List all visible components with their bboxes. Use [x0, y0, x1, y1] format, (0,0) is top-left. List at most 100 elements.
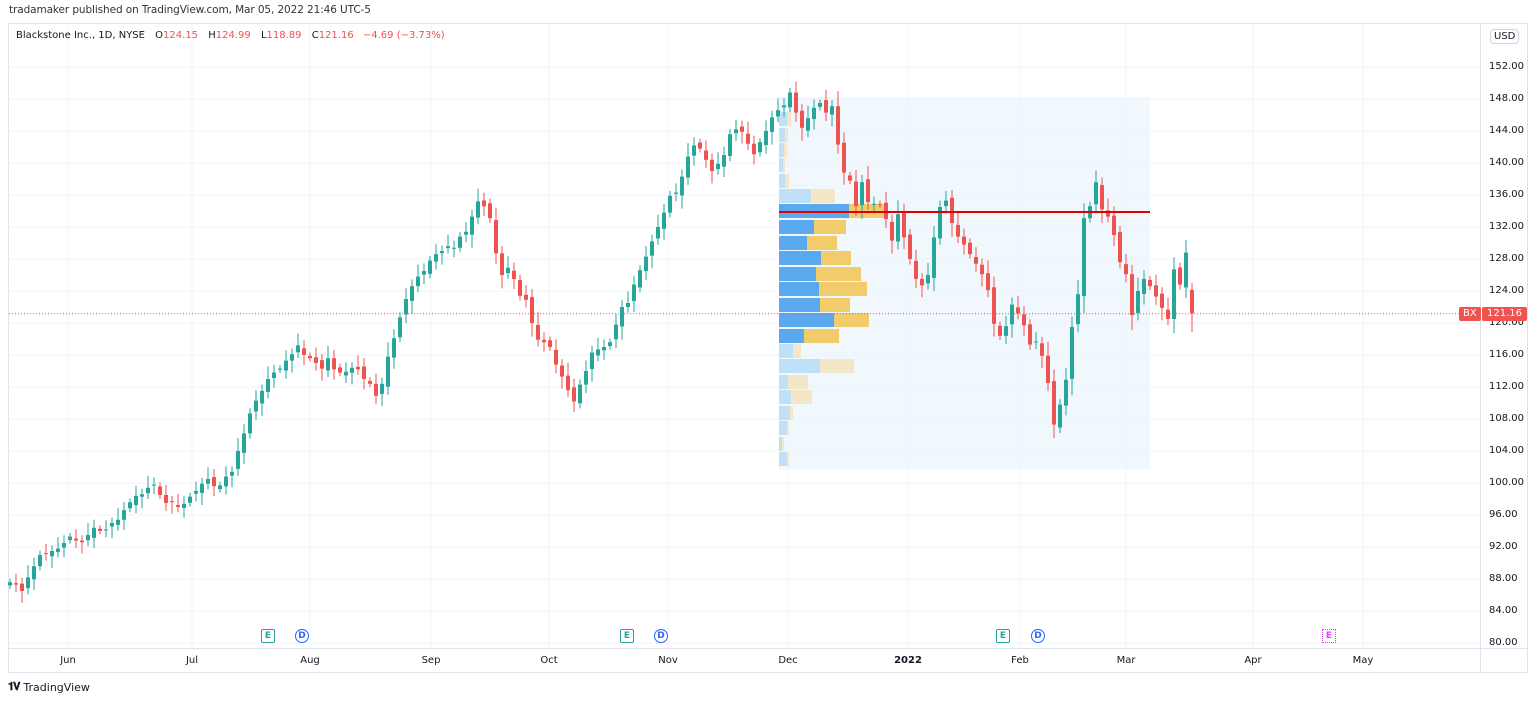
symbol-price-tag: BX	[1459, 307, 1481, 321]
time-tick: Jun	[60, 655, 76, 666]
candle-body	[1046, 355, 1050, 383]
candle-body	[266, 379, 270, 392]
volume-profile-up-bar	[779, 220, 814, 234]
volume-profile-down-bar	[788, 375, 808, 389]
candle-body	[782, 105, 786, 108]
volume-profile-down-bar	[804, 329, 839, 343]
price-tick: 120.00	[1489, 317, 1524, 328]
price-tick: 92.00	[1489, 541, 1518, 552]
currency-button[interactable]: USD	[1490, 29, 1520, 44]
candle-body	[206, 479, 210, 484]
candle-body	[728, 134, 732, 156]
candle-body	[1106, 210, 1110, 217]
candle-body	[584, 371, 588, 385]
candle-body	[932, 237, 936, 278]
candle-body	[824, 100, 828, 113]
candle-body	[410, 286, 414, 301]
candle-body	[116, 519, 120, 525]
tradingview-branding[interactable]: 𝟏𝐕 TradingView	[8, 680, 90, 694]
candle-body	[770, 117, 774, 132]
candle-body	[632, 284, 636, 302]
volume-profile-up-bar	[779, 406, 790, 420]
volume-profile-down-bar	[787, 421, 789, 435]
candle-body	[914, 260, 918, 279]
volume-profile-up-bar	[779, 143, 784, 157]
candle-body	[956, 224, 960, 237]
candle-body	[314, 357, 318, 363]
candle-body	[134, 495, 138, 506]
candle-body	[920, 279, 924, 286]
candle-body	[686, 156, 690, 178]
earnings-marker-icon[interactable]: E	[261, 629, 275, 643]
volume-profile-up-bar	[779, 437, 782, 451]
candle-body	[860, 182, 864, 206]
candle-body	[704, 150, 708, 160]
volume-profile-down-bar	[819, 282, 867, 296]
time-tick: Oct	[540, 655, 558, 666]
low-value: 118.89	[266, 30, 302, 41]
candle-body	[80, 540, 84, 543]
dividend-marker-icon[interactable]: D	[295, 629, 309, 643]
candle-body	[338, 367, 342, 373]
close-value: 121.16	[318, 30, 354, 41]
volume-profile-up-bar	[779, 359, 820, 373]
candle-body	[32, 566, 36, 580]
candle-body	[428, 260, 432, 274]
volume-profile-down-bar	[811, 189, 835, 203]
candle-body	[62, 543, 66, 548]
dividend-marker-icon[interactable]: D	[654, 629, 668, 643]
price-tick: 144.00	[1489, 125, 1524, 136]
time-axis-divider	[9, 648, 1528, 649]
published-caption: tradamaker published on TradingView.com,…	[9, 4, 371, 16]
candle-body	[1022, 314, 1026, 326]
volume-profile-up-bar	[779, 282, 819, 296]
price-tick: 124.00	[1489, 285, 1524, 296]
candle-body	[104, 529, 108, 531]
candle-body	[386, 356, 390, 387]
price-axis-divider	[1480, 24, 1481, 672]
volume-profile-down-bar	[821, 251, 851, 265]
candle-body	[224, 476, 228, 487]
volume-profile-up-bar	[779, 329, 804, 343]
candle-body	[452, 247, 456, 249]
candle-body	[278, 368, 282, 370]
earnings-marker-icon[interactable]: E	[620, 629, 634, 643]
candle-body	[650, 241, 654, 256]
candle-body	[1124, 264, 1128, 275]
time-tick: Mar	[1116, 655, 1136, 666]
candle-body	[794, 92, 798, 113]
candle-body	[536, 324, 540, 340]
candle-body	[830, 106, 834, 115]
price-tick: 132.00	[1489, 221, 1524, 232]
candle-body	[248, 413, 252, 434]
candle-body	[884, 202, 888, 219]
volume-profile-up-bar	[779, 421, 787, 435]
symbol-label[interactable]: Blackstone Inc., 1D, NYSE	[16, 30, 145, 41]
candle-body	[308, 355, 312, 359]
candle-body	[488, 203, 492, 219]
candle-body	[938, 207, 942, 239]
candle-body	[296, 345, 300, 353]
price-tick: 100.00	[1489, 477, 1524, 488]
candle-body	[644, 256, 648, 272]
candle-body	[674, 192, 678, 194]
candle-body	[806, 118, 810, 131]
candle-body	[572, 387, 576, 402]
chart-frame	[8, 23, 1528, 673]
candle-body	[836, 106, 840, 145]
candle-body	[842, 142, 846, 173]
candle-body	[374, 383, 378, 396]
candle-body	[614, 324, 618, 340]
candle-body	[476, 201, 480, 218]
time-tick: Sep	[421, 655, 441, 666]
earnings-marker-icon[interactable]: E	[1322, 629, 1336, 643]
dividend-marker-icon[interactable]: D	[1031, 629, 1045, 643]
candle-body	[1190, 289, 1194, 314]
candle-body	[1082, 218, 1086, 297]
candle-body	[680, 176, 684, 196]
price-tick: 140.00	[1489, 157, 1524, 168]
candle-body	[878, 203, 882, 205]
candle-body	[1034, 341, 1038, 343]
earnings-marker-icon[interactable]: E	[996, 629, 1010, 643]
